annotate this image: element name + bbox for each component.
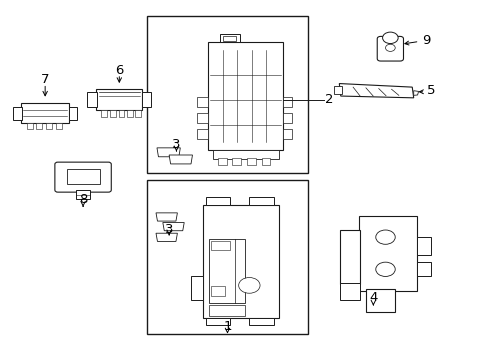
Bar — [366, 289, 394, 312]
Text: 5: 5 — [426, 84, 434, 97]
Bar — [217, 158, 226, 165]
Polygon shape — [163, 222, 184, 231]
Bar — [135, 111, 141, 117]
Polygon shape — [156, 213, 177, 221]
Text: 3: 3 — [164, 223, 173, 236]
Bar — [283, 129, 291, 139]
Polygon shape — [413, 91, 418, 95]
Text: 3: 3 — [172, 139, 180, 152]
Bar — [56, 123, 61, 129]
Bar — [27, 123, 32, 129]
Bar — [110, 111, 116, 117]
Bar — [69, 108, 77, 120]
Bar — [246, 158, 255, 165]
Bar — [205, 318, 229, 325]
Bar — [197, 129, 207, 139]
Bar — [208, 239, 245, 303]
Text: 6: 6 — [115, 64, 123, 77]
Bar — [66, 169, 100, 184]
FancyBboxPatch shape — [55, 162, 111, 192]
Bar — [127, 111, 133, 117]
Circle shape — [238, 278, 260, 293]
Bar — [197, 113, 207, 123]
FancyBboxPatch shape — [376, 36, 403, 61]
Bar — [13, 108, 22, 120]
Bar — [249, 197, 273, 205]
Bar — [159, 235, 173, 240]
Bar — [340, 283, 359, 300]
Bar — [220, 33, 239, 42]
Bar — [283, 97, 291, 107]
Text: 8: 8 — [79, 193, 87, 206]
Bar — [96, 89, 142, 111]
Polygon shape — [156, 233, 177, 242]
Bar — [76, 190, 90, 199]
Bar — [203, 205, 278, 318]
Bar — [232, 158, 241, 165]
Text: 2: 2 — [325, 93, 333, 106]
Bar — [261, 158, 270, 165]
Polygon shape — [169, 155, 192, 164]
Bar — [166, 225, 180, 229]
Circle shape — [375, 262, 394, 276]
Bar — [358, 216, 416, 291]
Bar — [87, 93, 97, 107]
Bar — [197, 97, 207, 107]
Text: 9: 9 — [421, 34, 429, 47]
Bar — [118, 111, 124, 117]
Bar — [207, 42, 283, 150]
Bar — [173, 157, 187, 162]
Circle shape — [375, 230, 394, 244]
Bar — [205, 197, 229, 205]
Bar — [283, 113, 291, 123]
Polygon shape — [339, 84, 413, 98]
Circle shape — [382, 32, 397, 44]
Bar — [212, 150, 278, 158]
Bar — [249, 318, 273, 325]
Bar — [191, 276, 203, 300]
Bar — [21, 103, 69, 123]
Bar — [340, 230, 359, 284]
Bar — [416, 262, 430, 276]
Text: 1: 1 — [223, 320, 231, 333]
Polygon shape — [157, 148, 180, 157]
Bar — [36, 123, 42, 129]
Bar — [416, 237, 430, 255]
Bar — [210, 286, 224, 296]
Bar — [142, 93, 151, 107]
Text: 4: 4 — [368, 291, 377, 305]
Bar — [101, 111, 107, 117]
Bar — [208, 305, 245, 316]
Bar — [46, 123, 52, 129]
Bar — [210, 241, 230, 249]
Bar — [222, 36, 236, 41]
Bar — [159, 215, 173, 220]
Text: 7: 7 — [41, 73, 49, 86]
Bar — [147, 180, 307, 334]
Circle shape — [385, 44, 394, 51]
Bar — [161, 150, 175, 155]
Bar — [147, 16, 307, 173]
Bar — [334, 86, 341, 94]
